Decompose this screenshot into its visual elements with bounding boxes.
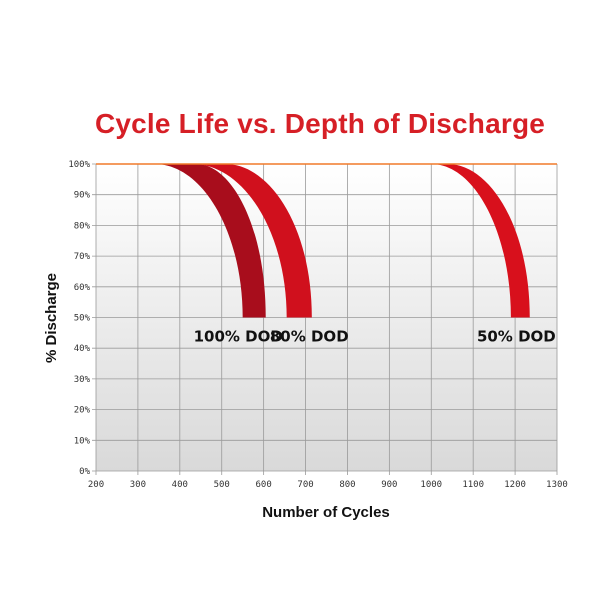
series-layer: [154, 164, 530, 318]
series-band-3: [431, 164, 530, 318]
tick-labels: 200 300 400 500 600 700 800 900 1000 1100 1200 1300…: [68, 160, 568, 490]
y-tick-label: 40%: [74, 344, 91, 354]
y-tick-label: 100%: [68, 160, 90, 170]
x-tick-label: 800: [339, 480, 355, 490]
y-tick-label: 80%: [74, 221, 91, 231]
x-axis-title: Number of Cycles: [262, 504, 390, 521]
x-tick-label: 400: [172, 480, 188, 490]
x-tick-label: 700: [297, 480, 313, 490]
x-tick-label: 200: [88, 480, 104, 490]
y-tick-label: 10%: [74, 436, 91, 446]
x-tick-label: 900: [381, 480, 397, 490]
y-tick-label: 50%: [74, 314, 91, 324]
y-tick-label: 90%: [74, 191, 91, 201]
y-tick-label: 20%: [74, 406, 91, 416]
series-band-1: [154, 164, 266, 318]
x-tick-label: 600: [256, 480, 272, 490]
y-axis-title: % Discharge: [43, 273, 60, 363]
x-tick-label: 300: [130, 480, 146, 490]
x-tick-label: 1100: [462, 480, 484, 490]
x-tick-label: 1000: [420, 480, 442, 490]
y-tick-label: 30%: [74, 375, 91, 385]
x-tick-label: 1200: [504, 480, 526, 490]
series-label-2: 80% DOD: [270, 328, 349, 346]
y-tick-label: 0%: [79, 467, 90, 477]
x-tick-label: 500: [214, 480, 230, 490]
y-tick-label: 70%: [74, 252, 91, 262]
series-label-1: 100% DOD: [194, 328, 283, 346]
series-band-2: [192, 164, 312, 318]
series-label-3: 50% DOD: [477, 328, 556, 346]
x-tick-label: 1300: [546, 480, 568, 490]
chart-title: Cycle Life vs. Depth of Discharge: [94, 108, 546, 139]
y-tick-label: 60%: [74, 283, 91, 293]
